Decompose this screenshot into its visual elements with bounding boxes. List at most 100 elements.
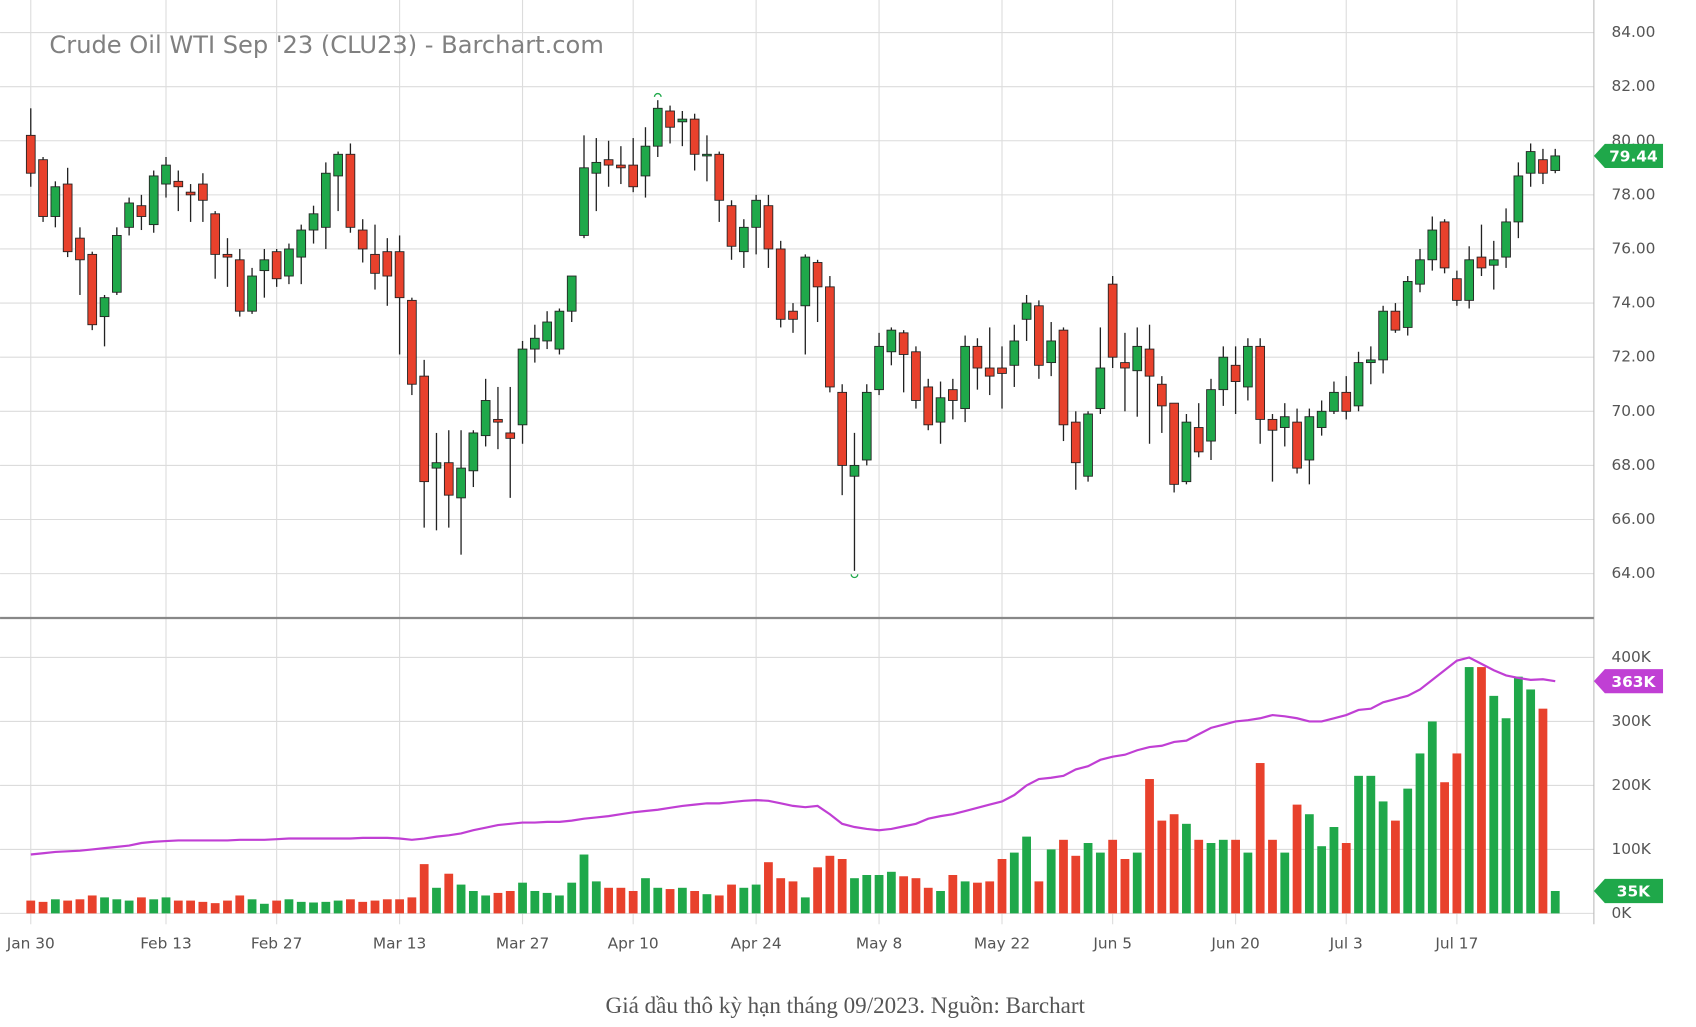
candle-body — [542, 321, 552, 342]
volume-bar — [1046, 849, 1056, 914]
candle-body — [566, 275, 577, 312]
candle-body — [1329, 391, 1339, 412]
x-tick-label: Jun 5 — [1092, 935, 1132, 953]
x-tick-label: Jul 17 — [1434, 935, 1478, 953]
volume-bar — [850, 878, 859, 914]
volume-bar — [1415, 753, 1425, 914]
volume-bar — [1292, 804, 1302, 914]
candle-body — [1427, 229, 1438, 261]
x-tick-label: Jun 20 — [1210, 935, 1259, 953]
x-tick-label: May 22 — [974, 935, 1030, 953]
candle-body — [1476, 256, 1487, 269]
volume-bar — [1403, 788, 1413, 914]
candle-body — [1390, 310, 1401, 331]
volume-bar — [1489, 695, 1499, 914]
volume-bar — [284, 899, 294, 914]
candle-body — [640, 145, 651, 177]
candle-body — [370, 253, 380, 274]
candle-body — [788, 310, 798, 320]
candle-body — [1501, 221, 1511, 258]
volume-bar — [1354, 775, 1363, 914]
candle-body — [935, 397, 946, 423]
volume-bar — [518, 882, 527, 914]
volume-bar — [1268, 839, 1277, 914]
volume-bar — [604, 887, 613, 914]
candle-body — [247, 275, 257, 312]
volume-bar — [714, 895, 724, 914]
candle-body — [1218, 356, 1229, 391]
candle-body — [603, 159, 614, 166]
value-tag — [1593, 143, 1664, 168]
volume-bar — [173, 900, 183, 914]
volume-bar — [259, 903, 269, 914]
volume-bar — [813, 867, 822, 914]
volume-bar — [911, 878, 921, 914]
candle-body — [443, 462, 454, 496]
candle-body — [148, 175, 159, 226]
volume-bar — [247, 899, 257, 914]
candle-body — [419, 375, 430, 483]
x-tick-label: Feb 27 — [251, 935, 303, 953]
candle-body — [911, 351, 921, 401]
volume-bar — [481, 895, 491, 914]
candle-body — [1083, 413, 1093, 477]
y-tick-label: 66.00 — [1611, 510, 1655, 528]
candle-body — [923, 386, 934, 426]
candle-body — [111, 235, 122, 293]
volume-bar — [776, 878, 786, 914]
candle-body — [1144, 348, 1155, 377]
candle-body — [1464, 259, 1475, 301]
candle-body — [1366, 359, 1376, 364]
candle-body — [1157, 383, 1167, 407]
volume-bar — [862, 874, 872, 914]
candle-body — [38, 159, 48, 217]
candle-body — [1378, 310, 1388, 361]
candle-body — [1009, 340, 1020, 366]
y-tick-label: 74.00 — [1611, 294, 1655, 312]
candle-body — [1120, 362, 1130, 369]
y-tick-label: 84.00 — [1611, 23, 1655, 41]
volume-bar — [788, 881, 798, 914]
candle-body — [886, 329, 897, 353]
candle-body — [308, 213, 319, 231]
candle-body — [357, 229, 368, 250]
candle-body — [333, 153, 343, 177]
volume-bar — [1464, 667, 1474, 914]
moving-average-line — [30, 656, 1556, 856]
volume-bar — [653, 887, 663, 914]
candle-body — [62, 183, 73, 253]
candle-body — [1169, 402, 1179, 485]
candle-body — [775, 248, 786, 320]
grid — [0, 0, 1594, 925]
value-tag-label: 79.44 — [1609, 148, 1658, 166]
candle-body — [1513, 175, 1524, 223]
volume-bar — [1034, 881, 1044, 914]
volume-bar — [272, 900, 282, 914]
x-tick-label: Apr 24 — [731, 935, 782, 953]
volume-bar — [407, 897, 417, 914]
volume-bar — [739, 887, 749, 914]
y-tick-label: 100K — [1611, 840, 1651, 858]
candle-body — [382, 251, 393, 277]
volume-bar — [886, 871, 896, 914]
volume-bar — [1341, 843, 1351, 914]
volume-bar — [468, 890, 478, 914]
volume-bar — [75, 899, 85, 914]
volume-bar — [1145, 779, 1154, 914]
volume-bar — [948, 874, 958, 914]
volume-bar — [800, 897, 810, 914]
y-tick-label: 400K — [1611, 648, 1651, 666]
candle-body — [1341, 391, 1352, 412]
high-marker — [653, 93, 662, 98]
volume-bar — [1169, 814, 1179, 914]
volume-bar — [1280, 852, 1290, 914]
value-tag-label: 35K — [1617, 883, 1651, 901]
candle-body — [320, 172, 331, 228]
candle-body — [763, 205, 774, 250]
volume-bar — [210, 903, 220, 914]
y-tick-label: 68.00 — [1611, 456, 1655, 474]
candle-body — [874, 345, 884, 391]
x-tick-label: Jan 30 — [6, 935, 55, 953]
low-marker — [850, 574, 859, 579]
